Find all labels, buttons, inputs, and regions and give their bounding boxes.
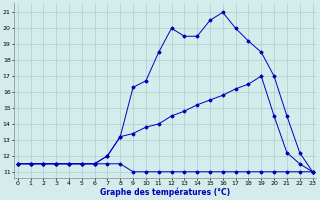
X-axis label: Graphe des températures (°C): Graphe des températures (°C) [100, 188, 230, 197]
